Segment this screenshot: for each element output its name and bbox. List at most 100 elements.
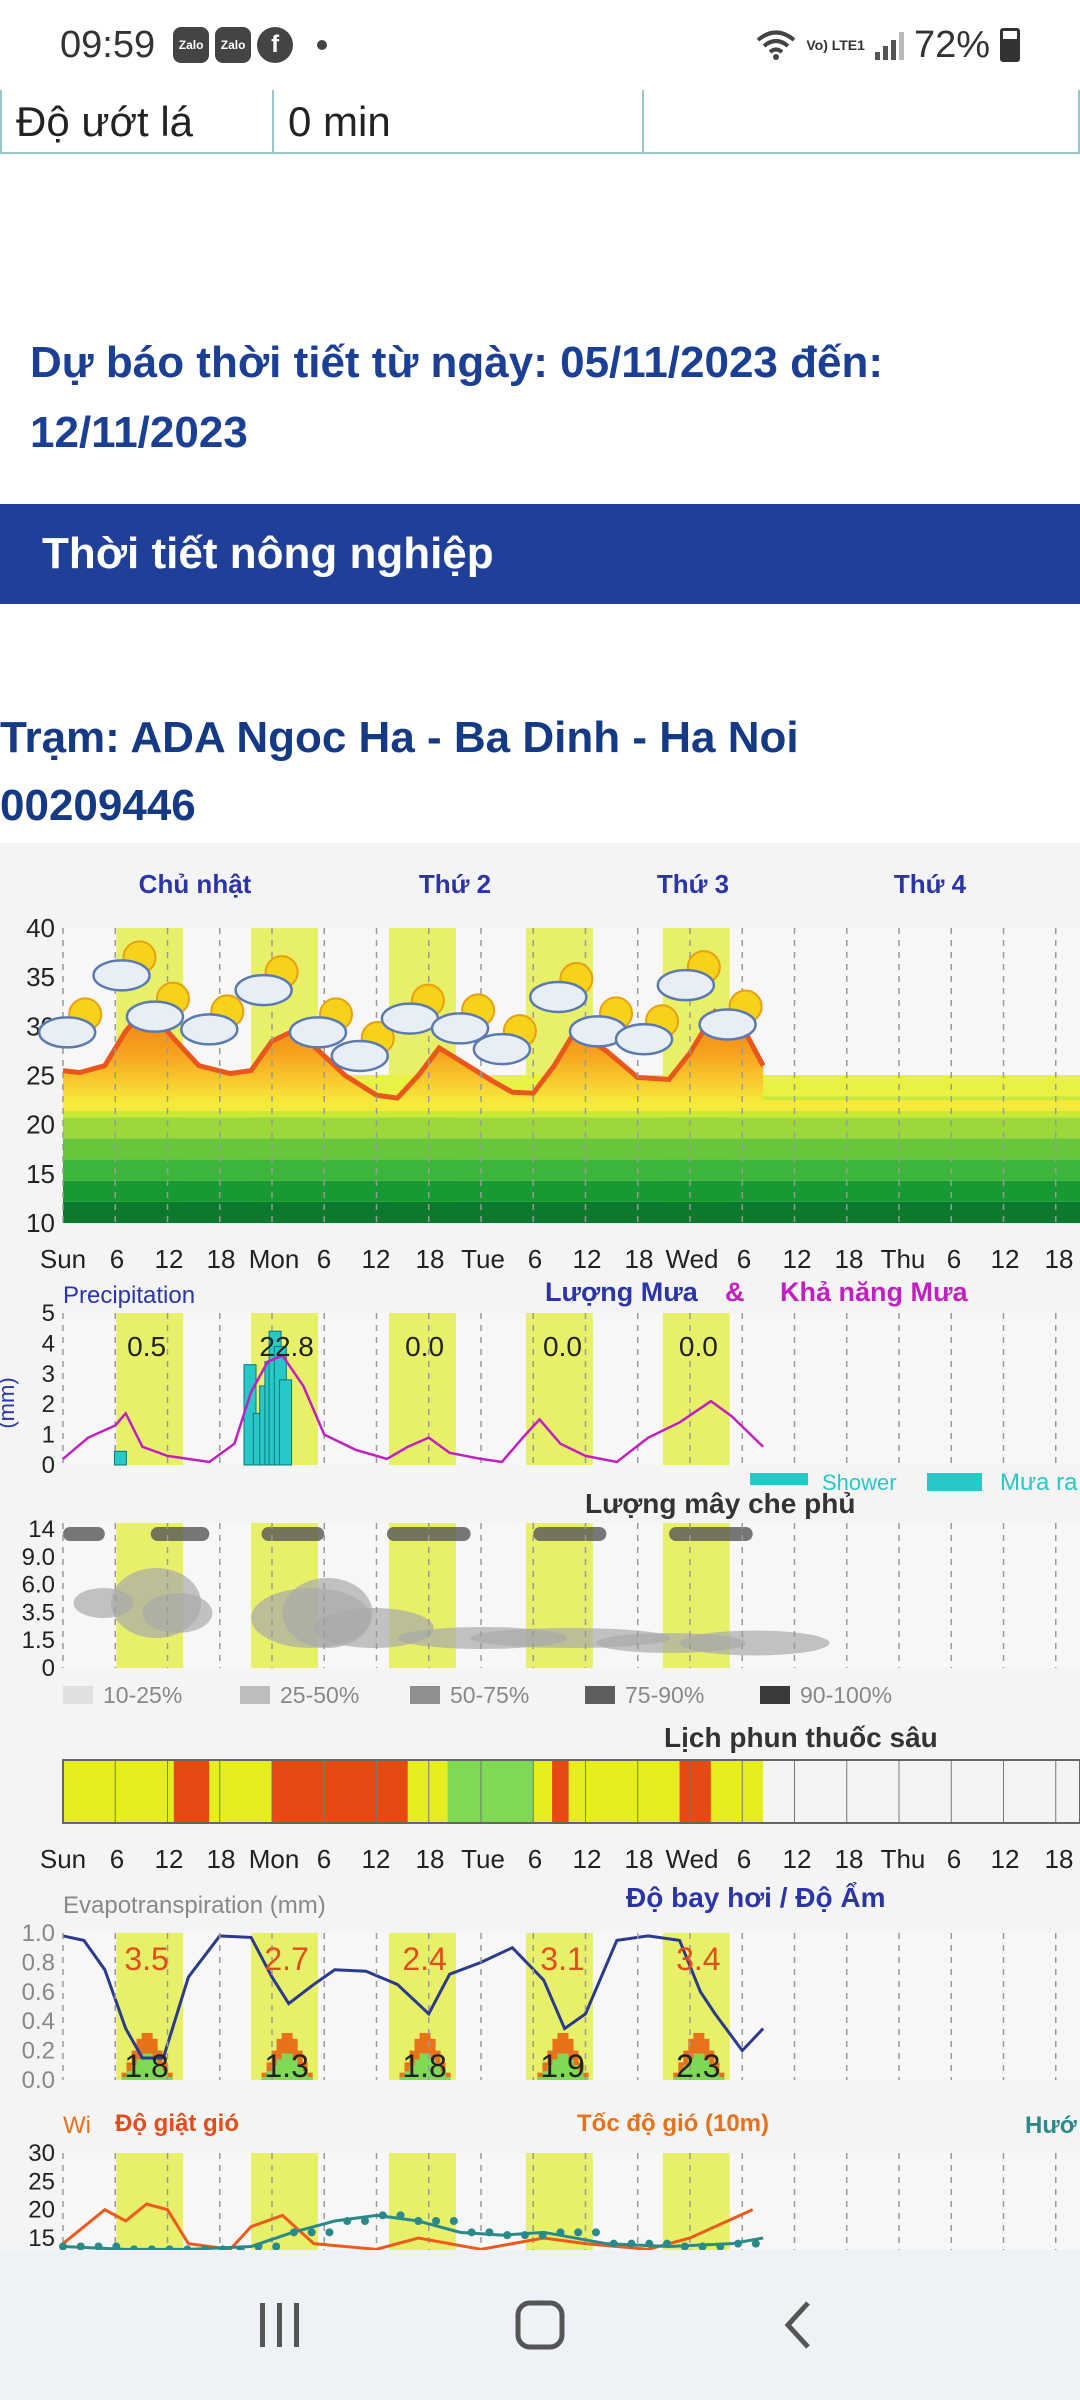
spray-block [710, 1760, 764, 1823]
evap-green-bar [562, 2053, 569, 2080]
more-notifications-icon [317, 40, 328, 50]
cloud-legend-swatch [760, 1686, 790, 1704]
evap-green-bar [414, 2059, 421, 2080]
cloud-tick: 1.5 [22, 1627, 55, 1654]
wind-direction-marker [734, 2239, 743, 2248]
temperature-color-band [63, 1180, 1080, 1202]
home-button[interactable] [495, 2280, 585, 2370]
cloud-icon [430, 1012, 490, 1045]
hour-tick: 6 [947, 1844, 961, 1874]
spray-block [63, 1760, 174, 1823]
wind-direction-marker [520, 2231, 529, 2240]
precip-title: Precipitation [63, 1282, 195, 1309]
wind-direction-marker [343, 2217, 352, 2225]
wind-tick: 20 [28, 2197, 55, 2224]
wind-tick: 15 [28, 2225, 55, 2250]
shower-legend-swatch [750, 1473, 808, 1485]
evap-orange-bar [444, 2072, 451, 2080]
status-time: 09:59 [60, 23, 156, 66]
hour-tick: 18 [416, 1844, 445, 1874]
hour-tick: Mon [249, 1244, 300, 1274]
evap-green-bar [166, 2077, 173, 2080]
evap-top-label: 2.4 [402, 1941, 446, 1977]
cloud-icon [472, 1032, 532, 1066]
day-label: Chủ nhật [139, 869, 252, 899]
temperature-color-band [63, 1138, 1080, 1160]
cloud-title: Lượng mây che phủ [585, 1488, 855, 1519]
wind-direction-marker [716, 2242, 725, 2251]
precip-legend-b: Khả năng Mưa [780, 1277, 969, 1307]
cloud-icon [698, 1008, 757, 1041]
hour-tick: 6 [528, 1844, 542, 1874]
network-type: Vo) LTE1 [806, 37, 865, 53]
wind-direction-marker [449, 2217, 458, 2225]
wind-direction-marker [751, 2239, 760, 2248]
evap-orange-bar [414, 2038, 421, 2080]
spray-border [62, 1759, 1080, 1824]
section-header-label: Thời tiết nông nghiệp [42, 529, 494, 578]
evap-orange-bar [678, 2062, 685, 2080]
daytime-band [116, 2153, 184, 2250]
evap-orange-bar [276, 2038, 283, 2080]
hour-tick: 12 [573, 1844, 602, 1874]
section-header: Thời tiết nông nghiệp [0, 504, 1080, 604]
wind-direction-marker [361, 2217, 370, 2225]
high-cloud-strip [63, 1527, 105, 1541]
hour-tick: 12 [573, 1244, 602, 1274]
evap-green-bar [542, 2071, 549, 2080]
hour-tick: Wed [666, 1244, 719, 1274]
evap-orange-bar [136, 2038, 143, 2080]
back-button[interactable] [755, 2280, 845, 2370]
cloud-icon [614, 1023, 674, 1056]
station-info: Trạm: ADA Ngoc Ha - Ba Dinh - Ha Noi 002… [0, 704, 1080, 840]
evap-orange-bar [161, 2062, 168, 2080]
wind-wi: Wi [63, 2112, 91, 2139]
evap-orange-bar [688, 2038, 695, 2080]
precip-total-label: 0.5 [127, 1331, 166, 1362]
hour-tick: 12 [783, 1244, 812, 1274]
evap-green-bar [424, 2053, 431, 2080]
precip-tick: 3 [42, 1361, 55, 1388]
evap-green-bar [271, 2065, 278, 2080]
evap-green-bar [434, 2065, 441, 2080]
evap-green-bar [683, 2065, 690, 2080]
wind-direction-marker [59, 2242, 67, 2251]
spray-block [447, 1760, 534, 1823]
battery-percent: 72% [913, 23, 990, 66]
evap-orange-bar [673, 2072, 680, 2080]
hour-tick: 18 [207, 1244, 236, 1274]
hour-tick: 12 [991, 1244, 1020, 1274]
evap-orange-bar [718, 2072, 725, 2080]
daytime-band [389, 2153, 456, 2250]
evap-green-bar [266, 2071, 273, 2080]
high-cloud-strip [669, 1527, 753, 1541]
recent-apps-button[interactable] [235, 2280, 325, 2370]
forecast-title: Dự báo thời tiết từ ngày: 05/11/2023 đến… [30, 338, 883, 457]
cloud-legend-label: 10-25% [103, 1682, 182, 1708]
cloud-tick: 14 [28, 1516, 55, 1543]
evap-orange-bar [582, 2072, 589, 2080]
back-icon [784, 2301, 810, 2349]
evap-tick: 0.4 [22, 2008, 55, 2035]
evap-title-b: Độ bay hơi / Độ Ẩm [626, 1882, 885, 1913]
cloud-legend-swatch [585, 1686, 615, 1704]
precip-legend-amp: & [725, 1277, 745, 1307]
wind-direction-marker [556, 2228, 565, 2237]
wind-dir-title: Hướ [1025, 2112, 1078, 2139]
navigation-bar [0, 2250, 1080, 2400]
cloud-icon [125, 1000, 185, 1033]
evap-orange-bar [542, 2062, 549, 2080]
wind-direction-marker [396, 2211, 405, 2220]
evap-orange-bar [537, 2072, 544, 2080]
spray-block [552, 1760, 569, 1823]
hour-tick: 18 [416, 1244, 445, 1274]
evap-top-label: 2.7 [264, 1941, 308, 1977]
wind-direction-marker [76, 2242, 85, 2251]
wind-direction-marker [467, 2228, 476, 2237]
temperature-tick: 35 [26, 962, 55, 992]
hour-tick: Tue [461, 1244, 505, 1274]
cloud-tick: 0 [42, 1655, 55, 1682]
hour-tick: 6 [737, 1844, 751, 1874]
cloud-icon [180, 1013, 239, 1046]
